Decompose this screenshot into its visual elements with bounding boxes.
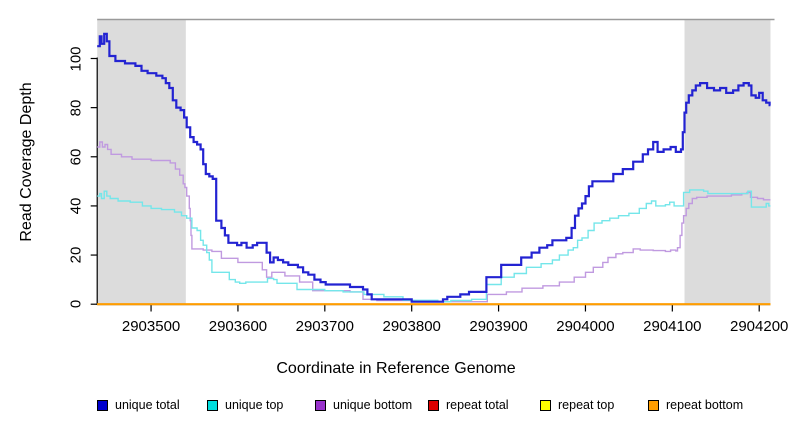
x-tick-label: 2903800 [382,318,441,335]
y-axis-title: Read Coverage Depth [18,82,35,242]
x-tick-label: 2904200 [730,318,789,335]
series-line-unique-bottom [97,141,771,303]
series-line-unique-total [97,32,771,303]
y-tick-label: 100 [67,45,85,72]
y-tick-label: 20 [67,246,85,264]
y-tick-label: 40 [67,197,85,215]
x-tick-label: 2904100 [643,318,702,335]
x-axis-title: Coordinate in Reference Genome [276,360,516,377]
y-tick-label: 60 [67,148,85,166]
shaded-region-right [684,19,771,305]
x-tick-label: 2903500 [121,318,181,335]
y-tick-label: 80 [67,99,85,116]
series-line-unique-top [97,189,771,303]
y-tick-label: 0 [67,300,85,309]
shaded-region-left [97,19,186,305]
x-tick-label: 2903900 [469,318,528,335]
x-tick-label: 2903600 [208,318,268,335]
x-tick-label: 2904000 [556,318,615,335]
x-tick-label: 2903700 [295,318,355,335]
